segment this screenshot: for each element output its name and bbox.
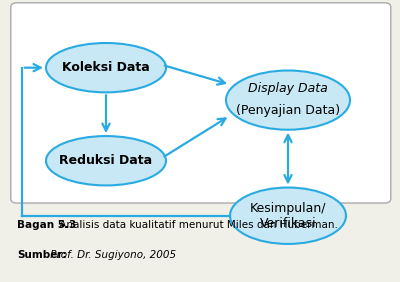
Text: Sumber:: Sumber: xyxy=(17,250,66,259)
FancyBboxPatch shape xyxy=(11,3,391,203)
Text: Koleksi Data: Koleksi Data xyxy=(62,61,150,74)
Text: Display Data: Display Data xyxy=(248,82,328,95)
Text: Kesimpulan/
Verifikasi: Kesimpulan/ Verifikasi xyxy=(250,202,326,230)
Ellipse shape xyxy=(46,43,166,92)
Text: Reduksi Data: Reduksi Data xyxy=(60,154,152,167)
Ellipse shape xyxy=(226,70,350,130)
Ellipse shape xyxy=(46,136,166,186)
Ellipse shape xyxy=(230,188,346,244)
Text: Bagan 5.3: Bagan 5.3 xyxy=(17,220,76,230)
Text: Prof. Dr. Sugiyono, 2005: Prof. Dr. Sugiyono, 2005 xyxy=(47,250,176,259)
Text: Analisis data kualitatif menurut Miles dan Huberman.: Analisis data kualitatif menurut Miles d… xyxy=(56,220,338,230)
Text: (Penyajian Data): (Penyajian Data) xyxy=(236,104,340,117)
